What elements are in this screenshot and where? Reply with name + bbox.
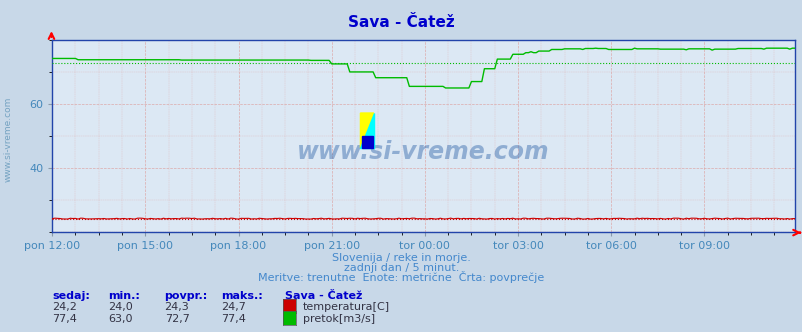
Text: 24,2: 24,2: [52, 302, 77, 312]
Bar: [362, 136, 373, 148]
Text: Meritve: trenutne  Enote: metrične  Črta: povprečje: Meritve: trenutne Enote: metrične Črta: …: [258, 271, 544, 283]
Text: www.si-vreme.com: www.si-vreme.com: [297, 139, 549, 164]
Text: temperatura[C]: temperatura[C]: [302, 302, 389, 312]
Text: Sava - Čatež: Sava - Čatež: [348, 15, 454, 30]
Text: 63,0: 63,0: [108, 314, 133, 324]
Text: 24,3: 24,3: [164, 302, 189, 312]
Text: 24,0: 24,0: [108, 302, 133, 312]
Text: Slovenija / reke in morje.: Slovenija / reke in morje.: [332, 253, 470, 263]
Text: Sava - Čatež: Sava - Čatež: [285, 291, 362, 301]
Text: 72,7: 72,7: [164, 314, 189, 324]
Text: pretok[m3/s]: pretok[m3/s]: [302, 314, 375, 324]
Text: zadnji dan / 5 minut.: zadnji dan / 5 minut.: [343, 263, 459, 273]
Text: min.:: min.:: [108, 291, 140, 301]
Text: 24,7: 24,7: [221, 302, 245, 312]
Text: www.si-vreme.com: www.si-vreme.com: [3, 97, 13, 182]
Text: povpr.:: povpr.:: [164, 291, 208, 301]
Text: sedaj:: sedaj:: [52, 291, 90, 301]
Polygon shape: [360, 113, 374, 148]
Text: maks.:: maks.:: [221, 291, 262, 301]
Text: 77,4: 77,4: [221, 314, 245, 324]
Polygon shape: [360, 113, 374, 148]
Text: 77,4: 77,4: [52, 314, 77, 324]
